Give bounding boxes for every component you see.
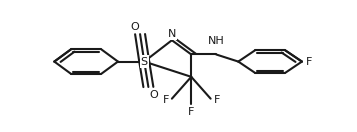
Text: O: O <box>130 22 139 32</box>
Text: F: F <box>188 107 195 117</box>
Text: F: F <box>306 57 312 67</box>
Text: N: N <box>168 29 176 39</box>
Text: S: S <box>141 57 148 67</box>
Text: NH: NH <box>208 36 225 46</box>
Text: F: F <box>213 95 220 105</box>
Text: F: F <box>163 95 169 105</box>
Text: O: O <box>150 89 158 100</box>
